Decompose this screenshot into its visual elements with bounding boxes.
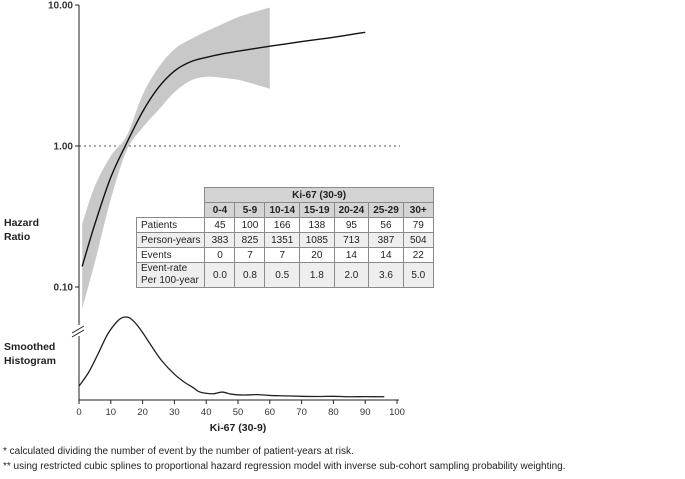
table-cell: 166 xyxy=(264,217,301,233)
table-row: Event-rate Per 100-year 0.0 0.8 0.5 1.8 … xyxy=(135,262,434,288)
table-cell: 20 xyxy=(299,247,335,263)
x-ticks: 0 10 20 30 40 50 60 70 80 90 100 xyxy=(76,400,405,418)
x-tick-label: 40 xyxy=(201,407,212,418)
table-title-row: Ki-67 (30-9) xyxy=(136,187,434,203)
x-tick-label: 30 xyxy=(169,407,180,418)
table-cell: 79 xyxy=(402,217,434,233)
table-cell: 713 xyxy=(333,232,370,248)
hazard-ratio-y-label: Hazard Ratio xyxy=(4,216,39,244)
x-tick-label: 20 xyxy=(137,407,148,418)
x-tick-label: 100 xyxy=(389,407,405,418)
footnote-1: * calculated dividing the number of even… xyxy=(3,446,354,457)
table-row: Events 0 7 7 20 14 14 22 xyxy=(135,247,434,263)
column-header: 10-14 xyxy=(264,202,301,218)
table-cell: 1.8 xyxy=(299,262,335,288)
table-cell: 56 xyxy=(368,217,404,233)
event-rate-table: Ki-67 (30-9) 0-4 5-9 10-14 15-19 20-24 2… xyxy=(135,187,434,288)
table-cell: 7 xyxy=(264,247,301,263)
x-tick-label: 10 xyxy=(106,407,117,418)
ylabel-line: Histogram xyxy=(4,355,56,367)
ylabel-line: Hazard xyxy=(4,217,40,229)
table-row: Person-years 383 825 1351 1085 713 387 5… xyxy=(135,232,434,248)
x-tick-label: 80 xyxy=(328,407,339,418)
histogram-y-label: Smoothed Histogram xyxy=(4,340,56,368)
x-tick-label: 50 xyxy=(233,407,244,418)
row-label: Person-years xyxy=(135,232,206,248)
y-tick-label: 1.00 xyxy=(54,142,74,153)
table-cell: 2.0 xyxy=(333,262,370,288)
table-header-row: 0-4 5-9 10-14 15-19 20-24 25-29 30+ xyxy=(136,202,434,218)
smoothed-histogram-curve xyxy=(78,316,385,398)
column-header: 5-9 xyxy=(234,202,266,218)
table-cell: 1085 xyxy=(299,232,335,248)
hazard-ratio-curve xyxy=(81,31,366,267)
table-cell: 14 xyxy=(368,247,404,263)
column-header: 20-24 xyxy=(333,202,370,218)
table-cell: 95 xyxy=(333,217,370,233)
x-tick-label: 70 xyxy=(296,407,307,418)
column-header: 15-19 xyxy=(299,202,335,218)
table-corner xyxy=(136,187,205,203)
table-cell: 0.8 xyxy=(234,262,266,288)
table-cell: 100 xyxy=(234,217,266,233)
row-label: Patients xyxy=(135,217,206,233)
row-label: Event-rate Per 100-year xyxy=(135,262,206,288)
row-label-line: Per 100-year xyxy=(141,275,199,286)
row-label: Events xyxy=(135,247,206,263)
table-cell: 45 xyxy=(204,217,236,233)
hazard-ratio-y-ticks: 10.00 1.00 0.10 xyxy=(48,1,79,294)
histogram-panel: 0 10 20 30 40 50 60 70 80 90 100 Ki-67 (30-9) xyxy=(71,316,405,434)
table-cell: 138 xyxy=(299,217,335,233)
table-cell: 5.0 xyxy=(402,262,434,288)
table-cell: 387 xyxy=(368,232,404,248)
y-tick-label: 0.10 xyxy=(54,283,74,294)
hazard-ratio-panel: 10.00 1.00 0.10 xyxy=(48,1,400,325)
ylabel-line: Smoothed xyxy=(4,341,56,353)
table-cell: 7 xyxy=(234,247,266,263)
column-header: 30+ xyxy=(402,202,434,218)
x-axis-label: Ki-67 (30-9) xyxy=(210,422,267,434)
footnote-2: ** using restricted cubic splines to pro… xyxy=(3,461,566,472)
table-cell: 14 xyxy=(333,247,370,263)
x-tick-label: 0 xyxy=(76,407,81,418)
table-cell: 1351 xyxy=(264,232,301,248)
table-cell: 0.0 xyxy=(204,262,236,288)
x-tick-label: 90 xyxy=(360,407,371,418)
ylabel-line: Ratio xyxy=(4,231,31,243)
table-cell: 0 xyxy=(204,247,236,263)
table-cell: 22 xyxy=(402,247,434,263)
table-cell: 3.6 xyxy=(368,262,404,288)
axis-break-mark xyxy=(71,325,85,338)
column-header: 25-29 xyxy=(368,202,404,218)
row-label-line: Event-rate xyxy=(141,263,188,274)
column-header: 0-4 xyxy=(204,202,236,218)
y-tick-label: 10.00 xyxy=(48,1,73,12)
table-row: Patients 45 100 166 138 95 56 79 xyxy=(135,217,434,233)
table-cell: 383 xyxy=(204,232,236,248)
table-cell: 504 xyxy=(402,232,434,248)
table-cell: 0.5 xyxy=(264,262,301,288)
table-corner xyxy=(136,202,205,218)
table-cell: 825 xyxy=(234,232,266,248)
x-tick-label: 60 xyxy=(265,407,276,418)
table-title: Ki-67 (30-9) xyxy=(204,187,434,203)
